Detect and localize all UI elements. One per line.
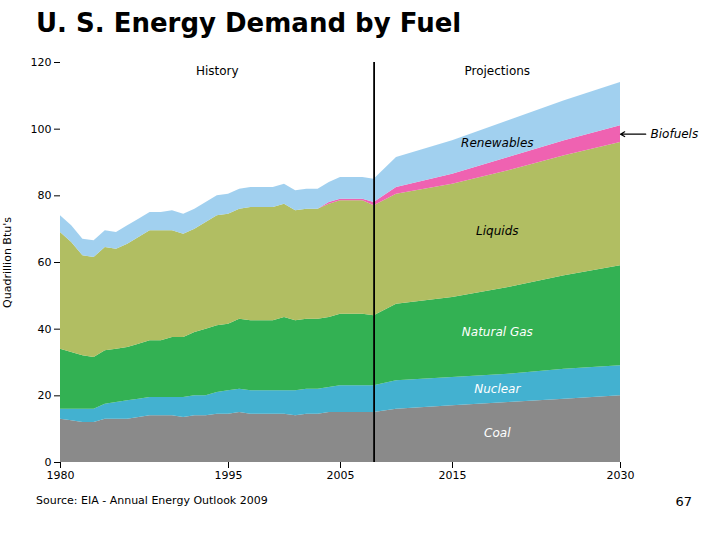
svg-text:2030: 2030 <box>607 469 635 482</box>
svg-text:Quadrillion Btu's: Quadrillion Btu's <box>1 217 14 308</box>
svg-text:Projections: Projections <box>465 64 531 78</box>
svg-text:Renewables: Renewables <box>461 136 533 150</box>
svg-text:20: 20 <box>38 389 52 402</box>
svg-text:Coal: Coal <box>484 426 511 440</box>
svg-text:1980: 1980 <box>47 469 75 482</box>
svg-text:60: 60 <box>38 256 52 269</box>
svg-text:2015: 2015 <box>439 469 467 482</box>
svg-text:120: 120 <box>31 56 52 69</box>
html-text:67: 67 <box>675 494 692 509</box>
svg-text:0: 0 <box>45 456 52 469</box>
svg-text:Natural Gas: Natural Gas <box>462 325 533 339</box>
svg-text:2005: 2005 <box>327 469 355 482</box>
svg-text:100: 100 <box>31 123 52 136</box>
svg-text:80: 80 <box>38 189 52 202</box>
svg-text:Nuclear: Nuclear <box>474 382 521 396</box>
svg-text:Liquids: Liquids <box>476 224 518 238</box>
svg-text:Biofuels: Biofuels <box>651 127 699 141</box>
html-text:U. S. Energy Demand by Fuel: U. S. Energy Demand by Fuel <box>36 8 462 38</box>
svg-text:40: 40 <box>38 323 52 336</box>
svg-text:1995: 1995 <box>215 469 243 482</box>
svg-text:History: History <box>196 64 239 78</box>
html-text:Source: EIA - Annual Energy Ou: Source: EIA - Annual Energy Outlook 2009 <box>36 494 268 507</box>
